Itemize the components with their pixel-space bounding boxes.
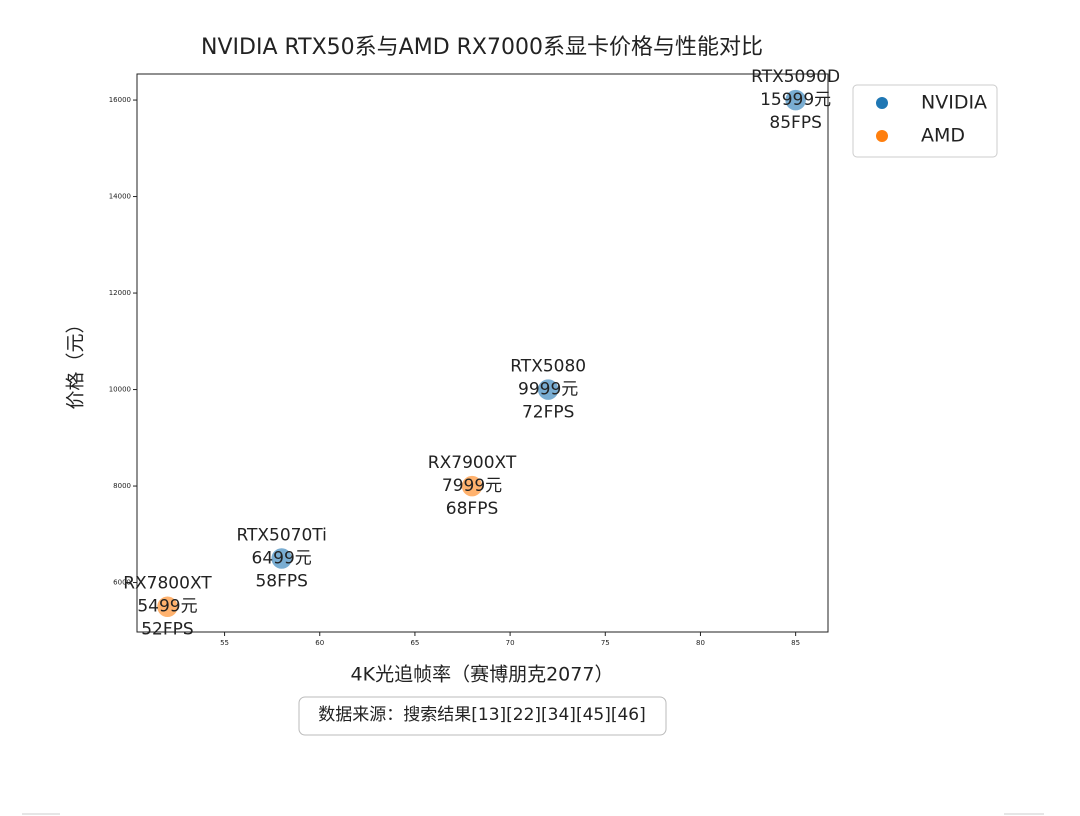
price-label: 7999元 [442, 476, 502, 496]
y-tick-label: 10000 [109, 386, 131, 394]
x-tick-label: 80 [696, 639, 705, 647]
x-tick-label: 60 [315, 639, 324, 647]
fps-label: 72FPS [522, 403, 574, 423]
price-label: 6499元 [252, 548, 312, 568]
point-name: RX7900XT [428, 453, 517, 473]
point [783, 88, 808, 112]
legend-marker [876, 97, 888, 109]
point-name: RTX5090D [751, 67, 840, 87]
y-tick-label: 8000 [113, 482, 131, 490]
fps-label: 52FPS [141, 620, 193, 640]
y-axis-label: 价格（元） [65, 314, 87, 409]
point [536, 377, 560, 402]
x-tick-label: 85 [791, 639, 800, 647]
chart-title: NVIDIA RTX50系与AMD RX7000系显卡价格与性能对比 [201, 35, 763, 60]
fps-label: 58FPS [255, 571, 307, 591]
legend-label: AMD [921, 125, 965, 147]
legend-box [852, 84, 998, 158]
y-tick-label: 16000 [109, 96, 131, 104]
price-label: 15999元 [760, 90, 831, 110]
point [155, 594, 180, 619]
fps-label: 68FPS [446, 499, 498, 519]
x-tick-label: 70 [506, 639, 515, 647]
note-box [298, 696, 667, 736]
y-tick-label: 14000 [109, 193, 131, 201]
x-tick-label: 75 [601, 639, 610, 647]
x-tick-label: 55 [220, 639, 229, 647]
price-label: 5499元 [137, 597, 197, 617]
legend-label: NVIDIA [921, 92, 987, 114]
plot-frame [136, 73, 829, 633]
point-name: RTX5070Ti [236, 525, 326, 545]
x-axis-label: 4K光追帧率（赛博朋克2077） [351, 664, 614, 686]
point [269, 546, 294, 571]
y-tick-label: 6000 [113, 579, 131, 587]
legend-marker [876, 130, 888, 142]
x-tick-label: 65 [410, 639, 419, 647]
point [460, 474, 484, 498]
fps-label: 85FPS [769, 113, 821, 133]
price-label: 9999元 [518, 380, 578, 400]
y-tick-label: 12000 [109, 289, 131, 297]
source-note: 数据来源：搜索结果[13][22][34][45][46] [318, 705, 645, 725]
point-name: RX7800XT [123, 574, 212, 594]
point-name: RTX5080 [510, 357, 586, 377]
